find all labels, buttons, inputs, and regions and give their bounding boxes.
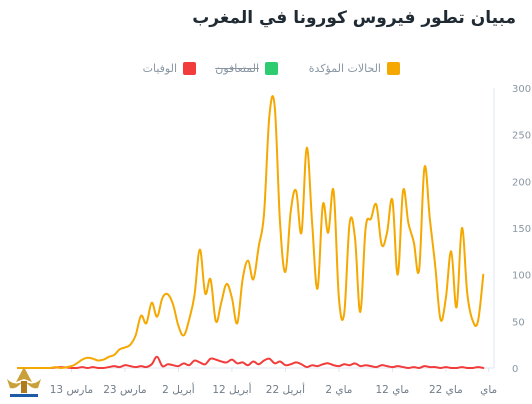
- x-tick-label: أبريل 12: [212, 382, 251, 396]
- x-tick-label: ماي 12: [375, 384, 409, 396]
- x-tick-label: ماي: [480, 384, 497, 396]
- x-tick-label: ماي 2: [325, 384, 352, 396]
- legend-swatch-confirmed: [387, 62, 400, 75]
- y-tick-label: 250: [512, 131, 531, 142]
- y-tick-label: 0: [512, 364, 518, 375]
- series-line-deaths: [17, 355, 485, 369]
- watermark-logo-icon: [7, 367, 41, 397]
- x-tick-label: مارس 23: [103, 384, 146, 396]
- legend-item-recovered[interactable]: المتعافون: [215, 62, 278, 75]
- x-tick-label: مارس 13: [50, 384, 93, 396]
- legend-item-deaths[interactable]: الوفيات: [143, 62, 196, 75]
- chart-legend: الحالات المؤكدة المتعافون الوفيات: [140, 62, 400, 82]
- y-tick-label: 50: [512, 317, 525, 328]
- x-tick-label: ماي 22: [429, 384, 463, 396]
- series-line-confirmed: [17, 95, 485, 369]
- y-tick-label: 300: [512, 84, 531, 95]
- x-tick-label: أبريل 22: [266, 382, 305, 396]
- legend-label-deaths: الوفيات: [142, 62, 177, 75]
- y-tick-label: 200: [512, 177, 531, 188]
- y-tick-label: 100: [512, 271, 531, 282]
- legend-swatch-deaths: [183, 62, 196, 75]
- x-tick-label: أبريل 2: [162, 382, 195, 396]
- legend-label-recovered: المتعافون: [215, 62, 259, 75]
- legend-swatch-recovered: [265, 62, 278, 75]
- chart-title: مبيان تطور فيروس كورونا في المغرب: [192, 8, 516, 28]
- legend-label-confirmed: الحالات المؤكدة: [308, 62, 381, 75]
- y-tick-label: 150: [512, 224, 531, 235]
- legend-item-confirmed[interactable]: الحالات المؤكدة: [309, 62, 400, 75]
